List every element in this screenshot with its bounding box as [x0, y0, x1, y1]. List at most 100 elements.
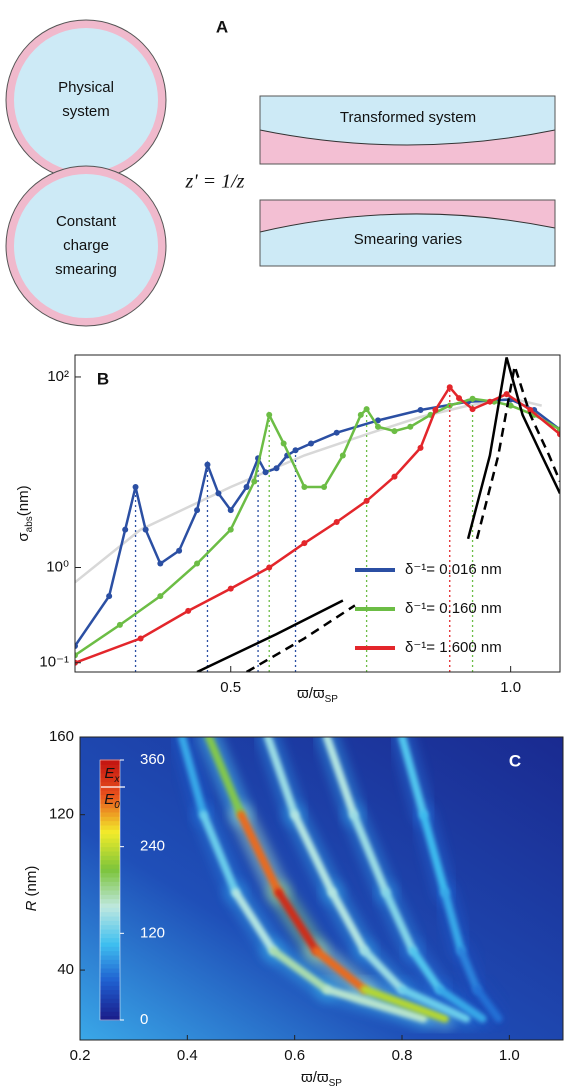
data-point	[321, 483, 328, 490]
x-tick-label: 0.8	[392, 1047, 413, 1064]
data-point	[142, 526, 149, 533]
data-point	[446, 384, 453, 391]
data-point	[503, 391, 510, 398]
colorbar-cell	[100, 937, 120, 943]
colorbar-cell	[100, 950, 120, 956]
colorbar-numerator-part: E	[104, 765, 115, 782]
x-axis-label-part: ϖ/ϖ	[297, 685, 325, 702]
circle-text: Physical system	[58, 79, 114, 120]
data-point	[391, 473, 398, 480]
plot-area	[75, 357, 560, 672]
series-line	[196, 357, 560, 672]
data-point	[469, 395, 476, 402]
x-tick-label: 0.2	[70, 1047, 91, 1064]
x-tick-label: 1.0	[500, 679, 521, 696]
ridge-segment	[419, 810, 449, 897]
colorbar-cell	[100, 802, 120, 809]
ridge-segment	[290, 810, 337, 897]
colorbar-cell	[100, 785, 120, 791]
colorbar-cell	[100, 1002, 120, 1008]
axes-frame	[74, 354, 561, 673]
colorbar-cell	[100, 781, 120, 787]
x-tick-label: 0.4	[177, 1047, 198, 1064]
colorbar-cell	[100, 919, 120, 926]
colorbar-cell	[100, 833, 120, 839]
circle-text: Constant charge smearing	[55, 213, 117, 278]
y-tick-label: 10⁻¹	[39, 654, 69, 671]
colorbar-cell	[100, 794, 120, 800]
slab-region	[259, 95, 556, 146]
colorbar-cell	[100, 911, 120, 917]
colorbar-cell	[100, 763, 120, 770]
data-point	[391, 428, 398, 435]
ridge-segment	[349, 810, 390, 897]
ridge-segment	[360, 985, 449, 1023]
data-point	[301, 540, 308, 547]
colorbar-cell	[100, 928, 120, 934]
colorbar-cell	[100, 893, 120, 900]
data-point	[407, 423, 414, 430]
colorbar-cell	[100, 958, 120, 965]
x-tick-label: 0.5	[220, 679, 241, 696]
ridge-segment	[204, 737, 245, 819]
data-point	[194, 507, 201, 514]
heatmap	[80, 737, 563, 1040]
legend-label: δ⁻¹= 0.160 nm	[405, 600, 502, 617]
data-point	[137, 635, 144, 642]
colorbar-cell	[100, 1015, 120, 1021]
colorbar-cell	[100, 811, 120, 817]
colorbar-tick-label: 360	[140, 751, 165, 768]
data-point	[333, 519, 340, 526]
data-point	[363, 406, 370, 413]
colorbar-denominator-part: 0	[114, 800, 120, 811]
data-point	[227, 585, 234, 592]
ridge-segment	[237, 810, 283, 897]
ridge-segment	[473, 985, 503, 1023]
data-point	[357, 411, 364, 418]
data-point	[339, 452, 346, 459]
colorbar-cell	[100, 945, 120, 952]
ridge-segment	[457, 946, 482, 994]
colorbar-cell	[100, 859, 120, 865]
colorbar-cell	[100, 776, 120, 783]
colorbar-frame	[99, 759, 121, 1021]
data-point	[301, 483, 308, 490]
colorbar-numerator-part: x	[114, 774, 121, 785]
axes-frame	[79, 736, 564, 1041]
ridge-segment	[328, 888, 369, 955]
data-point	[363, 497, 370, 504]
data-point	[557, 431, 560, 438]
colorbar-tick-label: 240	[140, 838, 165, 855]
colorbar-cell	[100, 815, 120, 822]
slab-region	[259, 199, 556, 233]
x-axis-label: ϖ/ϖSP	[301, 1069, 342, 1087]
x-axis-label-part: SP	[329, 1078, 343, 1087]
data-point	[308, 440, 315, 447]
panel-label: A	[216, 17, 228, 36]
data-point	[374, 417, 381, 424]
x-axis-label-part: SP	[325, 694, 339, 705]
data-point	[273, 465, 280, 472]
ridge-segment	[398, 737, 428, 819]
colorbar-cell	[100, 872, 120, 878]
colorbar-cell	[100, 837, 120, 843]
colorbar-cell	[100, 993, 120, 999]
colorbar-cell	[100, 846, 120, 852]
ridge-segment	[322, 985, 428, 1023]
colorbar-cell	[100, 898, 120, 904]
colorbar-cell	[100, 854, 120, 861]
slab-outline	[259, 95, 556, 165]
ridge-segment	[398, 985, 471, 1023]
colorbar-denominator: E0	[104, 791, 120, 811]
ridge-segment	[360, 946, 406, 994]
ridge-segment	[177, 737, 208, 819]
data-point	[157, 560, 164, 567]
y-axis-label-part: (nm)	[15, 485, 32, 516]
colorbar-cell	[100, 889, 120, 895]
ridge-segment	[263, 737, 299, 819]
y-tick-label: 10⁰	[46, 558, 69, 575]
colorbar-cell	[100, 963, 120, 969]
data-point	[262, 469, 269, 476]
data-point	[116, 621, 123, 628]
colorbar-cell	[100, 984, 120, 991]
